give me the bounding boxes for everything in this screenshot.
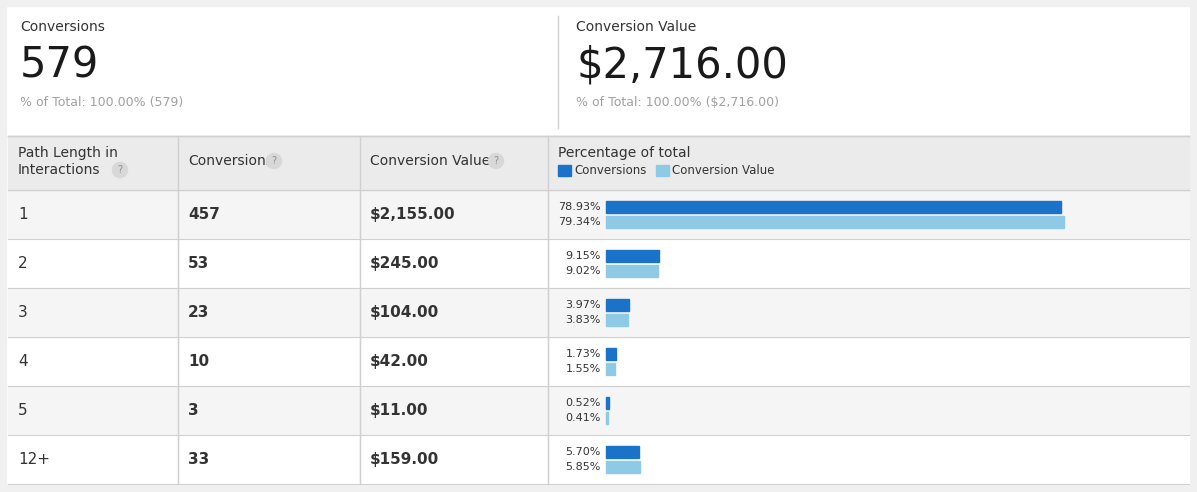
Bar [606, 216, 1064, 227]
Bar [606, 314, 628, 326]
Text: 9.15%: 9.15% [566, 251, 601, 261]
Text: 1.73%: 1.73% [566, 349, 601, 359]
Text: $11.00: $11.00 [370, 403, 429, 418]
Text: 1.55%: 1.55% [566, 364, 601, 373]
Text: Conversion Value: Conversion Value [370, 154, 491, 168]
Bar [606, 202, 1062, 213]
Text: $2,716.00: $2,716.00 [576, 44, 788, 86]
Text: Percentage of total: Percentage of total [558, 146, 691, 160]
Text: 5.70%: 5.70% [566, 447, 601, 458]
Bar [8, 136, 1189, 190]
Text: Conversion Value: Conversion Value [576, 20, 697, 34]
Bar [8, 190, 1189, 239]
Bar [606, 250, 658, 262]
Text: $2,155.00: $2,155.00 [370, 207, 456, 222]
Bar [8, 8, 1189, 136]
Bar [606, 412, 608, 424]
Circle shape [488, 154, 504, 168]
Bar [606, 447, 639, 458]
Bar [606, 398, 609, 409]
Circle shape [267, 154, 281, 168]
Bar [558, 165, 571, 176]
Bar [606, 265, 658, 277]
Text: 457: 457 [188, 207, 220, 222]
Text: ?: ? [493, 156, 499, 166]
Text: 10: 10 [188, 354, 209, 369]
Text: Conversions: Conversions [20, 20, 105, 34]
Bar [656, 165, 669, 176]
Text: 3.83%: 3.83% [566, 314, 601, 325]
Text: % of Total: 100.00% ($2,716.00): % of Total: 100.00% ($2,716.00) [576, 96, 779, 109]
Bar [8, 386, 1189, 435]
Bar [606, 363, 615, 374]
Text: 9.02%: 9.02% [565, 266, 601, 276]
Text: ?: ? [272, 156, 277, 166]
Text: Conversions: Conversions [575, 164, 646, 177]
Text: 5: 5 [18, 403, 28, 418]
Text: 579: 579 [20, 44, 99, 86]
Text: 3.97%: 3.97% [565, 301, 601, 310]
Text: 5.85%: 5.85% [566, 461, 601, 472]
Bar [606, 461, 639, 472]
Text: 79.34%: 79.34% [558, 216, 601, 227]
Text: 0.41%: 0.41% [566, 413, 601, 423]
Text: Conversions: Conversions [188, 154, 273, 168]
Text: 2: 2 [18, 256, 28, 271]
Text: $42.00: $42.00 [370, 354, 429, 369]
Text: 0.52%: 0.52% [566, 399, 601, 408]
Bar [8, 239, 1189, 288]
Bar [8, 337, 1189, 386]
Text: Conversion Value: Conversion Value [672, 164, 774, 177]
Text: 1: 1 [18, 207, 28, 222]
Text: 53: 53 [188, 256, 209, 271]
Text: 3: 3 [18, 305, 28, 320]
Text: 23: 23 [188, 305, 209, 320]
Text: % of Total: 100.00% (579): % of Total: 100.00% (579) [20, 96, 183, 109]
Text: Path Length in: Path Length in [18, 146, 117, 160]
Text: ?: ? [117, 165, 122, 175]
Bar [606, 300, 628, 311]
Text: $159.00: $159.00 [370, 452, 439, 467]
Text: Interactions: Interactions [18, 163, 101, 177]
Bar [606, 348, 616, 360]
Text: $104.00: $104.00 [370, 305, 439, 320]
Circle shape [113, 162, 128, 178]
Text: 33: 33 [188, 452, 209, 467]
Text: $245.00: $245.00 [370, 256, 439, 271]
Bar [8, 435, 1189, 484]
Text: 12+: 12+ [18, 452, 50, 467]
Text: 4: 4 [18, 354, 28, 369]
Bar [8, 288, 1189, 337]
Text: 3: 3 [188, 403, 199, 418]
Text: 78.93%: 78.93% [558, 202, 601, 213]
